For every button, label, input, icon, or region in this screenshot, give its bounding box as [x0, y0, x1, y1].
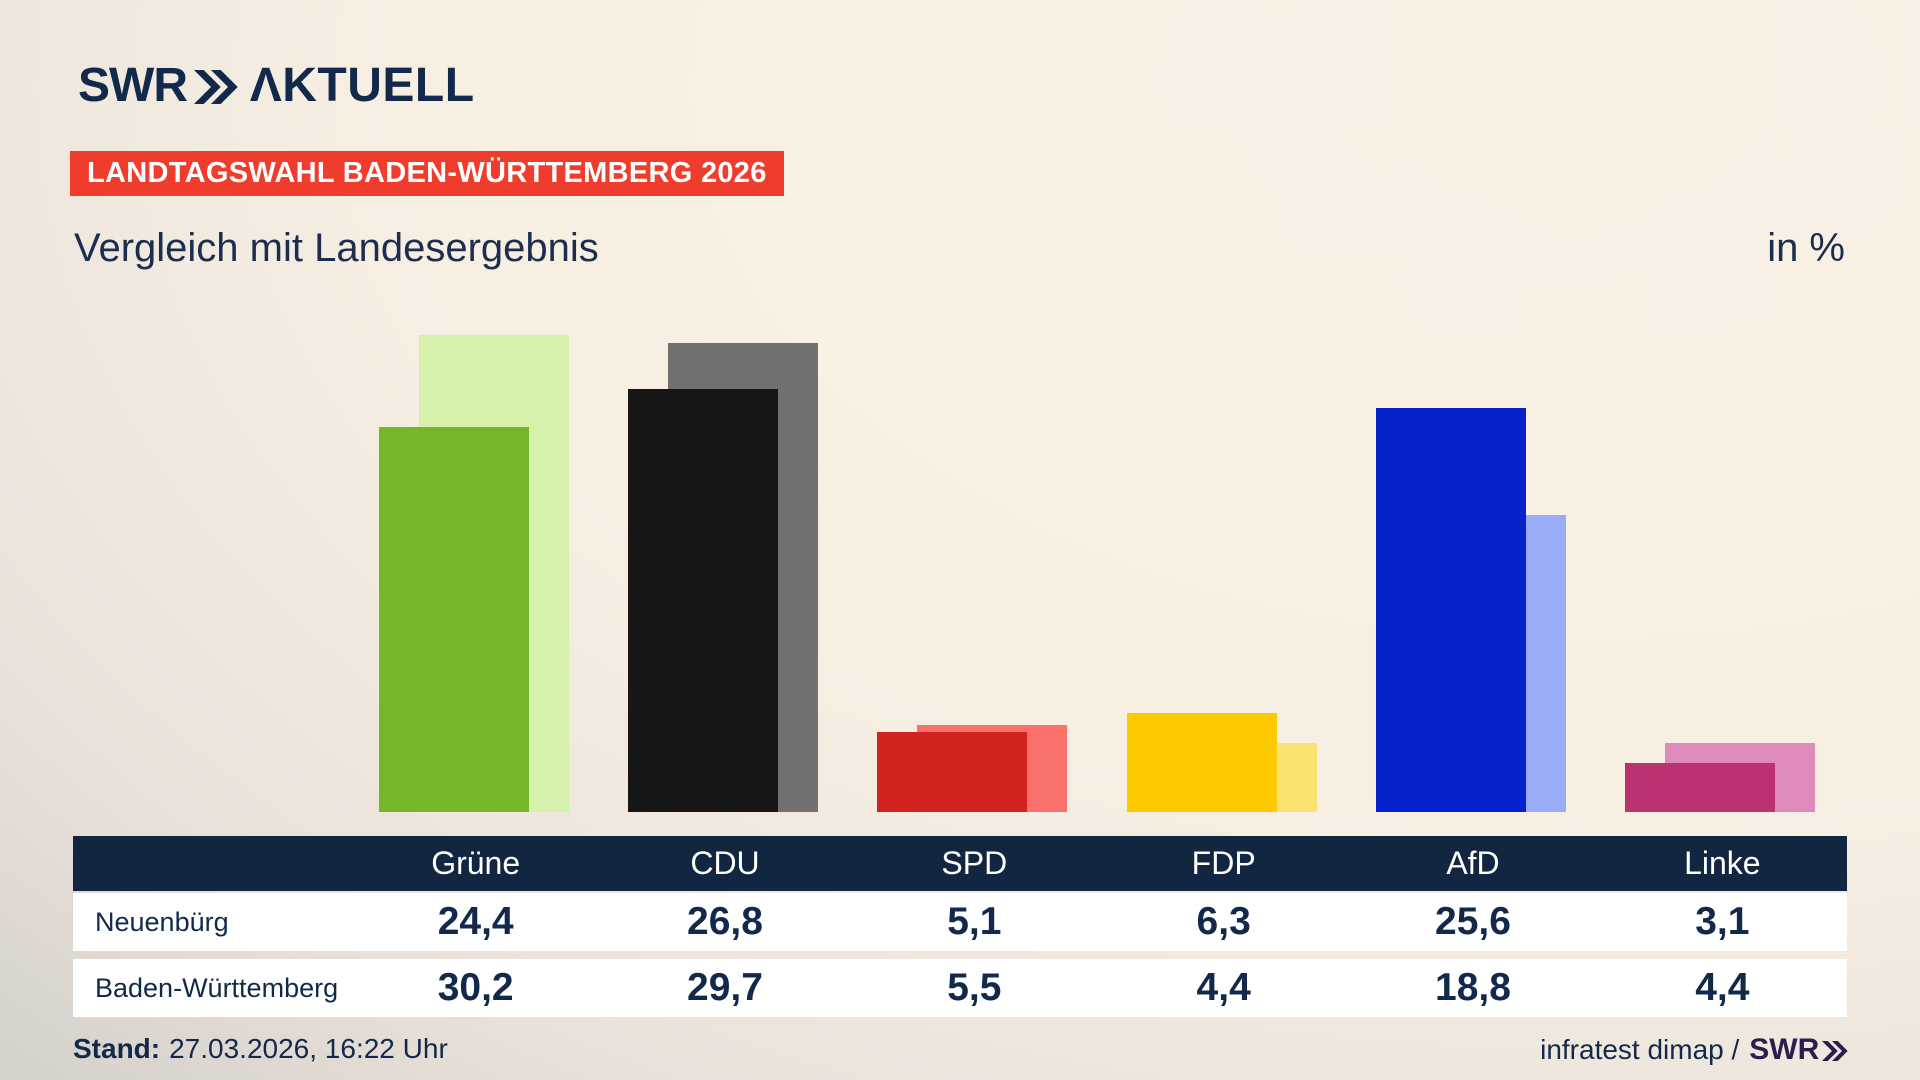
unit-label: in %: [1767, 226, 1845, 270]
row-label-neuenbuerg: Neuenbürg: [95, 906, 229, 937]
value-neuenbuerg-fdp: 6,3: [1196, 900, 1251, 943]
logo-swr-text: SWR: [78, 59, 188, 112]
value-baden-wuerttemberg-cdu: 29,7: [687, 966, 763, 1009]
value-neuenbuerg-cdu: 26,8: [687, 900, 763, 943]
source-attribution: infratest dimap / SWR: [1540, 1033, 1848, 1067]
column-header-fdp: FDP: [1191, 845, 1256, 881]
column-header-gruene: Grüne: [431, 845, 521, 881]
election-badge: LANDTAGSWAHL BADEN-WÜRTTEMBERG 2026: [70, 151, 784, 196]
results-table: Grüne CDU SPD FDP AfD Linke Neuenbürg 24,4 26,8…: [73, 836, 1847, 1017]
bar-cdu-neuenbuerg: [628, 389, 778, 812]
row-label-baden-wuerttemberg: Baden-Württemberg: [95, 972, 339, 1003]
bar-afd-neuenbuerg: [1376, 408, 1526, 812]
column-header-spd: SPD: [941, 845, 1008, 881]
table-row-baden-wuerttemberg: Baden-Württemberg 30,2 29,7 5,5 4,4 18,8 4,4: [73, 959, 1847, 1017]
logo-aktuell-text: ΛKTUELL: [249, 59, 475, 112]
bar-linke-neuenbuerg: [1625, 763, 1776, 812]
column-header-linke: Linke: [1684, 845, 1761, 881]
stand-value: 27.03.2026, 16:22 Uhr: [169, 1033, 448, 1064]
column-header-afd: AfD: [1446, 845, 1500, 881]
bar-gruene-neuenbuerg: [378, 427, 529, 812]
value-neuenbuerg-spd: 5,1: [947, 900, 1002, 943]
stand-label: Stand:: [73, 1033, 161, 1064]
source-swr-text: SWR: [1749, 1033, 1820, 1066]
swr-aktuell-logo: SWR ΛKTUELL: [78, 62, 475, 110]
value-baden-wuerttemberg-linke: 4,4: [1695, 966, 1750, 1009]
value-neuenbuerg-linke: 3,1: [1695, 900, 1750, 943]
bar-spd-neuenbuerg: [877, 732, 1028, 812]
value-baden-wuerttemberg-gruene: 30,2: [437, 966, 514, 1009]
value-baden-wuerttemberg-afd: 18,8: [1435, 966, 1511, 1009]
table-row-neuenbuerg: Neuenbürg 24,4 26,8 5,1 6,3 25,6 3,1: [73, 893, 1847, 951]
swr-chevrons-icon: [1822, 1041, 1848, 1061]
bar-fdp-neuenbuerg: [1126, 713, 1277, 812]
value-baden-wuerttemberg-spd: 5,5: [947, 966, 1002, 1009]
value-neuenbuerg-afd: 25,6: [1435, 900, 1511, 943]
value-baden-wuerttemberg-fdp: 4,4: [1196, 966, 1251, 1009]
value-neuenbuerg-gruene: 24,4: [437, 900, 514, 943]
table-header-row: Grüne CDU SPD FDP AfD Linke: [73, 836, 1847, 891]
source-text: infratest dimap /: [1540, 1034, 1740, 1065]
source-swr-brand: SWR: [1749, 1033, 1848, 1066]
column-header-cdu: CDU: [690, 845, 760, 881]
swr-chevrons-icon: [193, 70, 238, 104]
stand-timestamp: Stand: 27.03.2026, 16:22 Uhr: [73, 1033, 448, 1065]
table-body: Neuenbürg 24,4 26,8 5,1 6,3 25,6 3,1 Baden-Würt…: [73, 893, 1847, 1017]
chart-title: Vergleich mit Landesergebnis: [74, 226, 599, 270]
